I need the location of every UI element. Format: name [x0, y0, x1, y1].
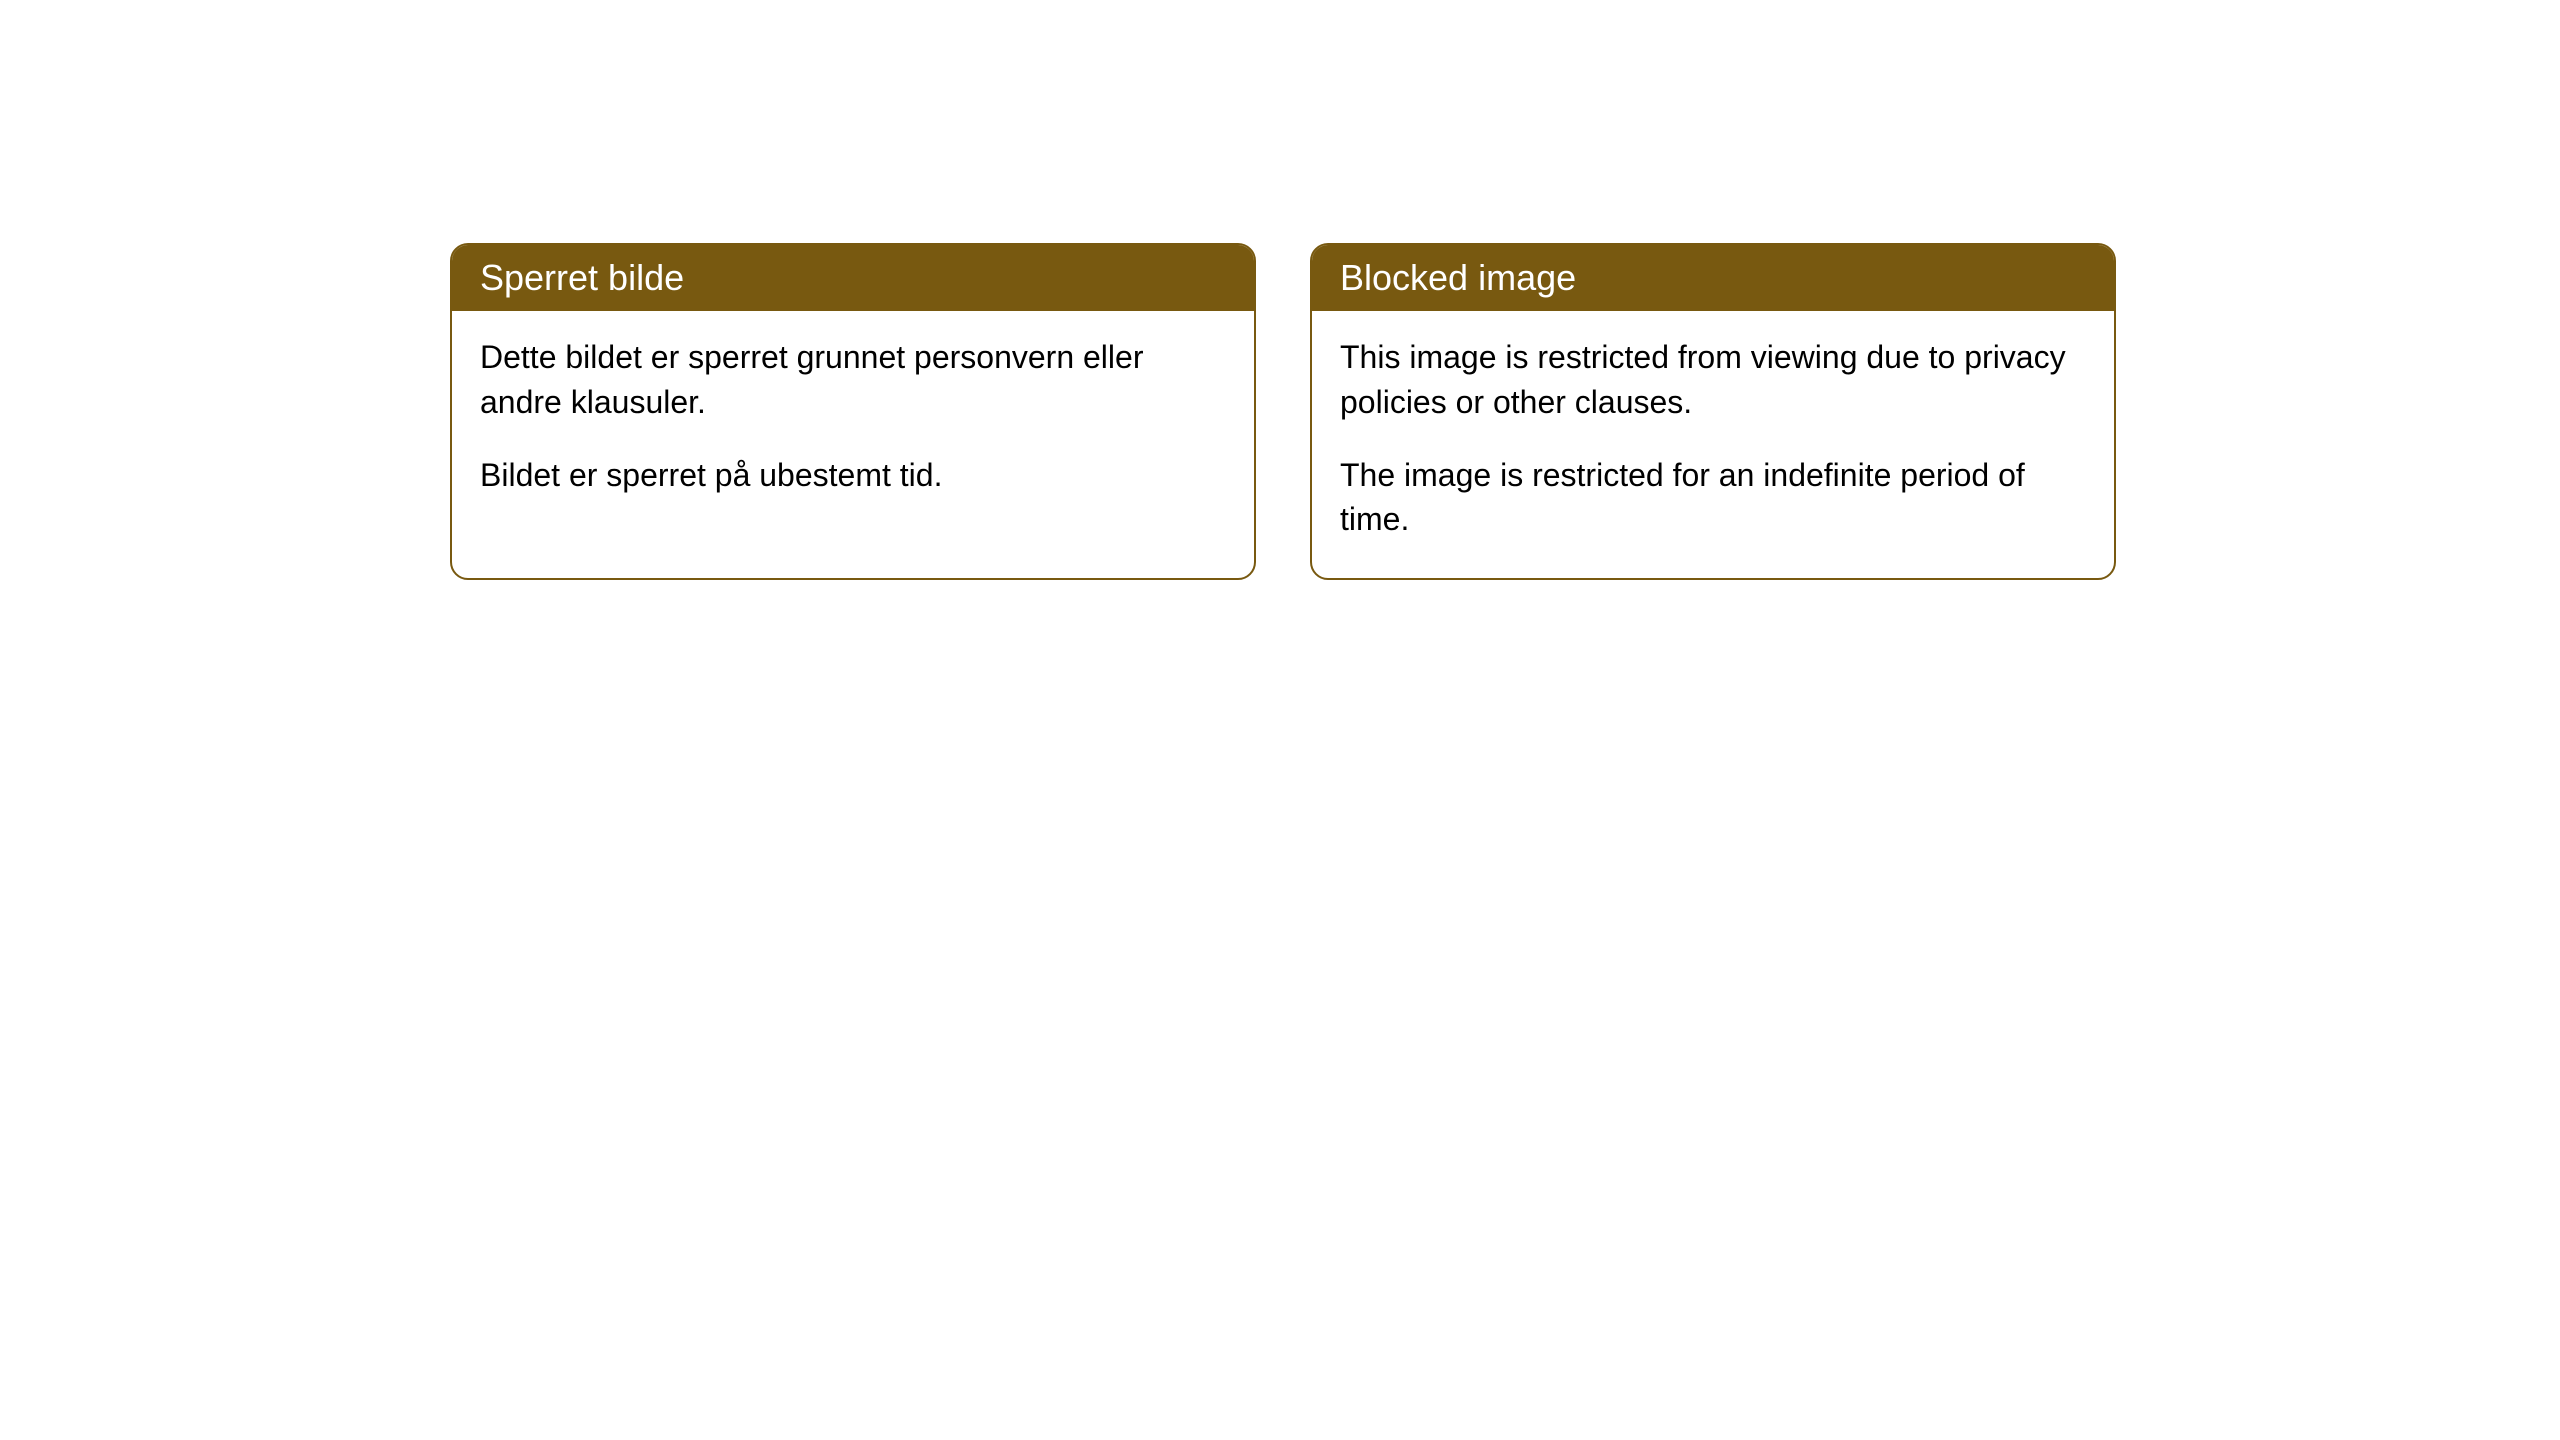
blocked-image-card-norwegian: Sperret bilde Dette bildet er sperret gr…: [450, 243, 1256, 580]
card-paragraph: The image is restricted for an indefinit…: [1340, 453, 2086, 543]
notification-cards-container: Sperret bilde Dette bildet er sperret gr…: [450, 243, 2116, 580]
card-paragraph: This image is restricted from viewing du…: [1340, 335, 2086, 425]
card-paragraph: Bildet er sperret på ubestemt tid.: [480, 453, 1226, 498]
blocked-image-card-english: Blocked image This image is restricted f…: [1310, 243, 2116, 580]
card-paragraph: Dette bildet er sperret grunnet personve…: [480, 335, 1226, 425]
card-title: Sperret bilde: [480, 257, 684, 298]
card-body: Dette bildet er sperret grunnet personve…: [452, 311, 1254, 533]
card-header: Blocked image: [1312, 245, 2114, 311]
card-header: Sperret bilde: [452, 245, 1254, 311]
card-body: This image is restricted from viewing du…: [1312, 311, 2114, 578]
card-title: Blocked image: [1340, 257, 1576, 298]
